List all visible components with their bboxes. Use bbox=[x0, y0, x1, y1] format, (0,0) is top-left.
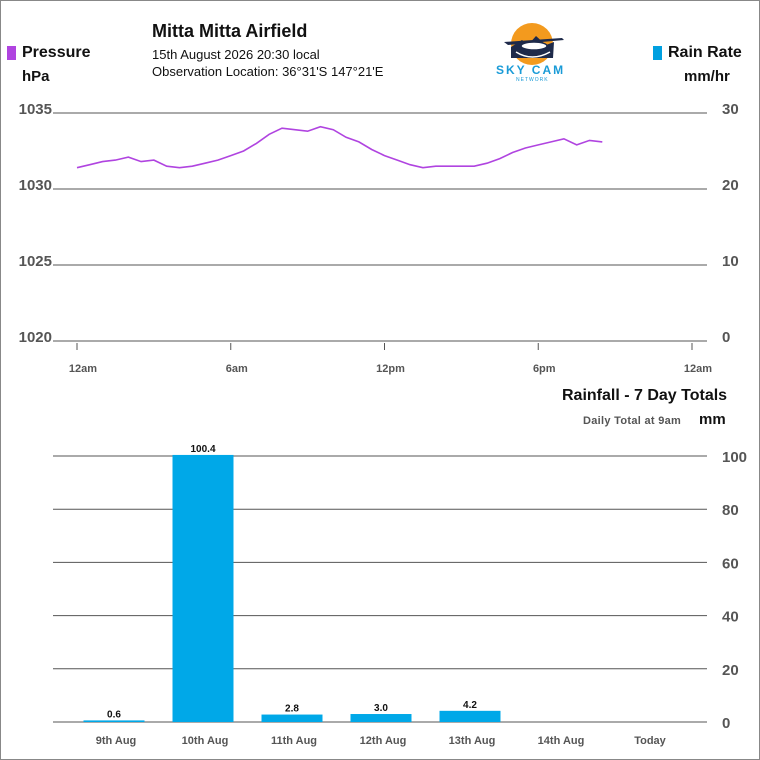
rainfall-y-tick-label: 80 bbox=[722, 502, 739, 519]
rain-rate-legend-label: Rain Rate bbox=[668, 44, 742, 61]
x-tick-label: 6am bbox=[226, 363, 248, 375]
pressure-line bbox=[76, 125, 603, 169]
rainfall-y-tick-label: 60 bbox=[722, 555, 739, 572]
rain-rate-y-tick-label: 30 bbox=[722, 101, 739, 118]
rain-rate-unit: mm/hr bbox=[684, 68, 730, 85]
rain-rate-y-tick-label: 20 bbox=[722, 177, 739, 194]
pressure-legend-swatch bbox=[7, 46, 16, 60]
rainfall-y-tick-label: 40 bbox=[722, 609, 739, 626]
logo-icon bbox=[504, 23, 564, 65]
pressure-y-tick-label: 1030 bbox=[19, 177, 52, 194]
x-tick-label: 12pm bbox=[376, 363, 405, 375]
rainfall-y-tick-label: 0 bbox=[722, 715, 730, 732]
rainfall-bar bbox=[83, 720, 145, 722]
logo-name: SKY CAM bbox=[496, 63, 566, 77]
rainfall-bar bbox=[439, 710, 501, 722]
rainfall-category-label: 10th Aug bbox=[182, 735, 229, 747]
pressure-legend-label: Pressure bbox=[22, 44, 91, 61]
pressure-y-tick-label: 1020 bbox=[19, 329, 52, 346]
pressure-unit: hPa bbox=[22, 68, 50, 85]
rain-rate-y-tick-label: 10 bbox=[722, 253, 739, 270]
rainfall-bar-value-label: 4.2 bbox=[463, 700, 477, 711]
station-title: Mitta Mitta Airfield bbox=[152, 21, 308, 41]
observation-datetime: 15th August 2026 20:30 local bbox=[152, 47, 320, 62]
rainfall-y-tick-label: 100 bbox=[722, 449, 747, 466]
sky-cam-logo: SKY CAM NETWORK bbox=[492, 18, 578, 84]
rainfall-category-label: 11th Aug bbox=[271, 735, 317, 747]
rain-rate-y-tick-label: 0 bbox=[722, 329, 730, 346]
rainfall-y-tick-label: 20 bbox=[722, 662, 739, 679]
observation-location: Observation Location: 36°31'S 147°21'E bbox=[152, 64, 384, 79]
rainfall-category-label: 14th Aug bbox=[538, 735, 585, 747]
rainfall-bar-value-label: 100.4 bbox=[190, 444, 215, 455]
rainfall-bar-value-label: 2.8 bbox=[285, 704, 299, 715]
rainfall-note: Daily Total at 9am bbox=[583, 415, 682, 427]
rainfall-bar-value-label: 0.6 bbox=[107, 709, 121, 720]
rainfall-title: Rainfall - 7 Day Totals bbox=[562, 387, 728, 404]
rainfall-unit: mm bbox=[699, 411, 726, 428]
rainfall-category-label: 13th Aug bbox=[449, 735, 496, 747]
x-tick-label: 6pm bbox=[533, 363, 556, 375]
logo-tagline: NETWORK bbox=[516, 77, 549, 83]
x-tick-label: 12am bbox=[69, 363, 97, 375]
rainfall-bar-value-label: 3.0 bbox=[374, 703, 388, 714]
pressure-y-tick-label: 1025 bbox=[19, 253, 52, 270]
rainfall-category-label: 12th Aug bbox=[360, 735, 407, 747]
rainfall-bar bbox=[261, 714, 323, 722]
rainfall-bar bbox=[172, 454, 234, 722]
pressure-y-tick-label: 1035 bbox=[19, 101, 52, 118]
rainfall-category-label: Today bbox=[634, 735, 666, 747]
rainfall-category-label: 9th Aug bbox=[96, 735, 137, 747]
x-tick-label: 12am bbox=[684, 363, 712, 375]
rainfall-bar bbox=[350, 714, 412, 722]
rain-rate-legend-swatch bbox=[653, 46, 662, 60]
